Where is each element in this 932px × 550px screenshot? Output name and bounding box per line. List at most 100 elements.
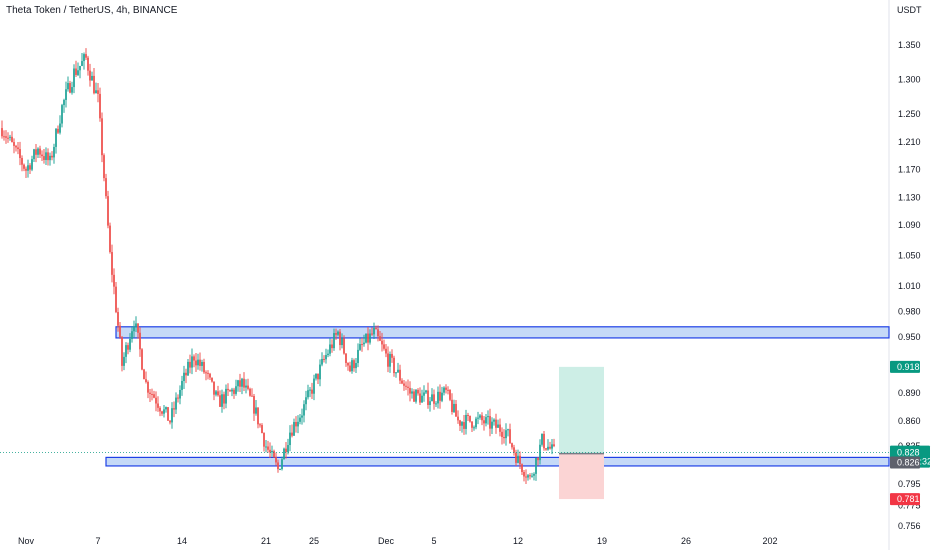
time-tick-label: 19 [597, 536, 607, 546]
candle-body [177, 397, 179, 399]
candle-body [155, 397, 157, 404]
candle-body [167, 407, 169, 421]
candle-body [225, 388, 227, 404]
candle-body [533, 473, 535, 476]
price-tick-label: 1.010 [898, 281, 921, 291]
candle-body [521, 464, 523, 472]
candle-body [183, 372, 185, 382]
candle-body [71, 87, 73, 93]
candle-body [549, 446, 551, 449]
candle-body [335, 333, 337, 335]
candle-body [487, 416, 489, 418]
candle-body [237, 380, 239, 387]
candle-body [81, 61, 83, 66]
candle-body [273, 450, 275, 458]
candle-body [519, 455, 521, 465]
candle-body [295, 421, 297, 427]
candle-body [399, 369, 401, 381]
candle-body [131, 331, 133, 339]
candle-body [393, 357, 395, 374]
candle-body [401, 380, 403, 384]
candle-body [345, 353, 347, 363]
candle-body [143, 369, 145, 380]
candle-body [255, 407, 257, 414]
candle-body [373, 327, 375, 335]
candle-body [525, 476, 527, 478]
candle-body [389, 354, 391, 367]
candle-body [103, 155, 105, 179]
candle-body [341, 338, 343, 346]
candle-body [193, 356, 195, 361]
candle-body [109, 225, 111, 253]
candle-body [407, 386, 409, 388]
candle-body [347, 362, 349, 366]
candle-body [419, 393, 421, 403]
candle-body [481, 415, 483, 421]
price-tick-label: 1.300 [898, 75, 921, 85]
candle-body [429, 401, 431, 405]
candle-body [73, 68, 75, 88]
candle-body [101, 118, 103, 156]
candle-body [547, 446, 549, 450]
candle-body [467, 414, 469, 416]
candle-body [377, 329, 379, 337]
candle-body [411, 391, 413, 394]
candle-body [289, 432, 291, 446]
candle-body [91, 75, 93, 81]
candle-body [77, 70, 79, 75]
candle-body [159, 407, 161, 412]
candle-body [507, 429, 509, 431]
support-zone [105, 456, 890, 467]
candle-body [513, 447, 515, 453]
candle-body [327, 353, 329, 356]
candle-body [483, 420, 485, 424]
target-price-tag-bg [890, 360, 920, 373]
candle-body [27, 165, 29, 171]
candle-body [175, 397, 177, 410]
candle-body [287, 445, 289, 453]
candle-body [195, 360, 197, 366]
price-tick-label: 0.795 [898, 479, 921, 489]
candle-body [229, 390, 231, 392]
candle-body [213, 381, 215, 395]
candle-body [107, 196, 109, 226]
candle-body [387, 353, 389, 367]
candle-body [233, 389, 235, 394]
candle-body [281, 459, 283, 470]
candle-body [501, 431, 503, 437]
candle-body [499, 424, 501, 432]
candle-body [395, 372, 397, 374]
candle-body [119, 325, 121, 338]
candle-body [169, 420, 171, 423]
candle-body [95, 90, 97, 94]
candle-body [375, 327, 377, 330]
candle-body [337, 331, 339, 335]
candle-body [517, 455, 519, 463]
candle-body [227, 388, 229, 391]
candle-body [439, 391, 441, 401]
candle-body [13, 142, 15, 146]
candle-body [409, 387, 411, 394]
candle-body [105, 178, 107, 197]
candle-body [299, 417, 301, 422]
candle-body [491, 421, 493, 429]
candle-body [449, 389, 451, 400]
candle-body [79, 65, 81, 71]
candle-body [19, 149, 21, 159]
candle-body [5, 136, 7, 138]
candle-body [383, 344, 385, 349]
candle-body [417, 389, 419, 394]
candle-body [497, 424, 499, 428]
candle-body [9, 136, 11, 138]
candle-body [51, 155, 53, 158]
time-tick-label: 7 [95, 536, 100, 546]
candle-body [405, 385, 407, 387]
price-tick-label: 0.980 [898, 307, 921, 317]
price-tick-label: 1.170 [898, 165, 921, 175]
candle-body [297, 421, 299, 427]
time-tick-label: 5 [431, 536, 436, 546]
candle-body [241, 378, 243, 387]
candle-body [43, 156, 45, 160]
candle-body [83, 54, 85, 62]
